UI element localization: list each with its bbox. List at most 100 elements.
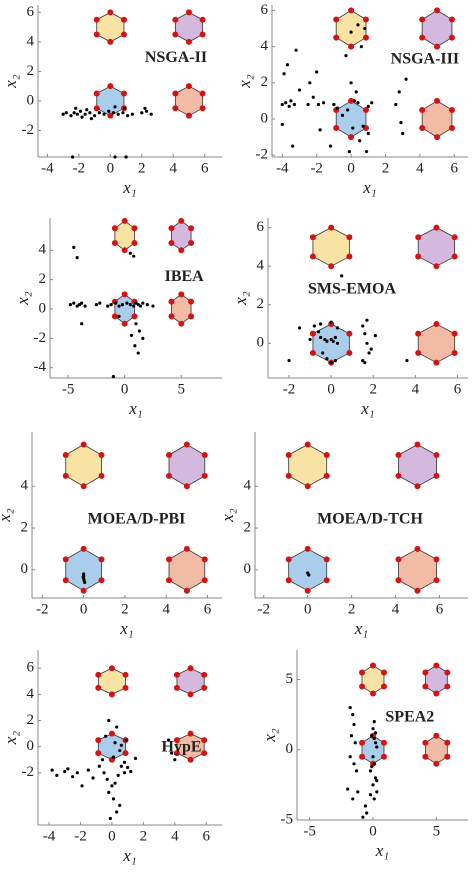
point xyxy=(149,112,153,116)
x-tick-label: -2 xyxy=(74,828,87,844)
y-tick-label: -2 xyxy=(22,122,35,138)
point xyxy=(347,149,351,154)
subplot: -5 0 5 -5 0 5 x₁ x₂ SPEA2 xyxy=(260,650,468,860)
point xyxy=(318,128,322,132)
hexagon-vertex xyxy=(185,9,192,16)
point xyxy=(166,738,171,742)
hexagon-vertex xyxy=(346,330,353,337)
point xyxy=(356,101,360,105)
point xyxy=(361,815,365,819)
point xyxy=(354,90,358,94)
x-tick-label: 5 xyxy=(433,823,441,839)
subplot: -4 -2 0 2 4 6 -2 0 2 4 6 x₁ x₂ NSGA-III xyxy=(235,2,468,197)
point xyxy=(404,77,408,81)
hexagon-vertex xyxy=(98,556,105,563)
y-tick-label: -5 xyxy=(281,811,294,827)
point xyxy=(140,111,144,115)
hexagon-vertex xyxy=(395,577,402,584)
hexagon xyxy=(361,664,385,695)
point xyxy=(80,301,84,305)
point xyxy=(363,360,367,365)
hexagon-vertex xyxy=(309,349,316,356)
hexagon-vertex xyxy=(359,753,366,760)
point xyxy=(102,112,106,116)
hexagon-vertex xyxy=(333,16,340,23)
point xyxy=(98,301,102,305)
hexagon-vertex xyxy=(201,451,208,458)
hexagon-vertex xyxy=(107,9,114,16)
point xyxy=(151,304,155,308)
point xyxy=(365,341,369,345)
hexagon-vertex xyxy=(178,291,185,298)
hexagon xyxy=(114,220,135,251)
x-tick-label: 2 xyxy=(370,381,378,397)
y-tick-label: -2 xyxy=(256,147,269,163)
hexagon-vertex xyxy=(188,239,195,246)
hexagon-vertex xyxy=(362,34,369,41)
point xyxy=(361,324,365,328)
point xyxy=(108,816,112,821)
point xyxy=(331,339,335,343)
point xyxy=(361,124,365,128)
hexagon-vertex xyxy=(122,750,129,757)
point xyxy=(359,45,364,49)
hexagon-vertex xyxy=(323,451,330,458)
hexagon-vertex xyxy=(433,760,440,767)
x-tick-label: 6 xyxy=(436,601,444,617)
point xyxy=(375,745,379,749)
y-axis-label: x₂ xyxy=(235,74,254,89)
hexagon-vertex xyxy=(93,16,100,23)
point xyxy=(280,102,284,107)
point xyxy=(373,776,378,780)
point xyxy=(111,111,116,115)
x-axis-label: x₁ xyxy=(360,399,374,418)
x-tick-label: 2 xyxy=(140,828,148,844)
hexagon xyxy=(168,444,206,487)
x-tick-label: 2 xyxy=(138,160,146,176)
hexagon-vertex xyxy=(183,545,190,552)
hexagon-vertex xyxy=(419,125,426,132)
point xyxy=(371,727,375,731)
hexagon-vertex xyxy=(448,16,455,23)
y-tick-label: 2 xyxy=(244,519,252,535)
x-axis-label: x₁ xyxy=(362,178,376,197)
hexagon-vertex xyxy=(395,451,402,458)
y-tick-label: 6 xyxy=(27,660,35,676)
point xyxy=(145,303,149,307)
point xyxy=(346,787,350,791)
point xyxy=(70,155,75,159)
hexagon-vertex xyxy=(304,441,311,448)
point xyxy=(136,303,140,307)
y-tick-label: 0 xyxy=(27,92,35,108)
point xyxy=(308,337,312,342)
point xyxy=(368,769,373,773)
point xyxy=(349,81,353,85)
point xyxy=(137,329,141,333)
point xyxy=(113,155,117,159)
hexagon-vertex xyxy=(98,577,105,584)
hexagon-vertex xyxy=(172,105,179,112)
hexagon-vertex xyxy=(309,253,316,260)
hexagon-vertex xyxy=(201,556,208,563)
point xyxy=(129,333,134,338)
point xyxy=(113,781,117,785)
subplot: -2 0 2 4 6 0 2 4 x₁ x₂ MOEA/D-PBI xyxy=(0,432,222,638)
hexagon-vertex xyxy=(172,90,179,97)
point xyxy=(83,112,87,116)
subplot-title: NSGA-II xyxy=(145,49,207,66)
point xyxy=(371,755,375,759)
point xyxy=(282,72,286,76)
point xyxy=(307,573,311,577)
hexagon-vertex xyxy=(433,472,440,479)
point xyxy=(351,713,355,717)
point xyxy=(69,114,73,118)
y-tick-label: 0 xyxy=(286,741,294,757)
point xyxy=(129,769,133,774)
point xyxy=(114,301,118,305)
hexagon-vertex xyxy=(120,16,127,23)
hexagon-vertex xyxy=(173,684,180,691)
hexagon-vertex xyxy=(173,750,180,757)
point xyxy=(358,139,362,143)
hexagon-vertex xyxy=(168,239,175,246)
hexagon-vertex xyxy=(201,737,208,744)
